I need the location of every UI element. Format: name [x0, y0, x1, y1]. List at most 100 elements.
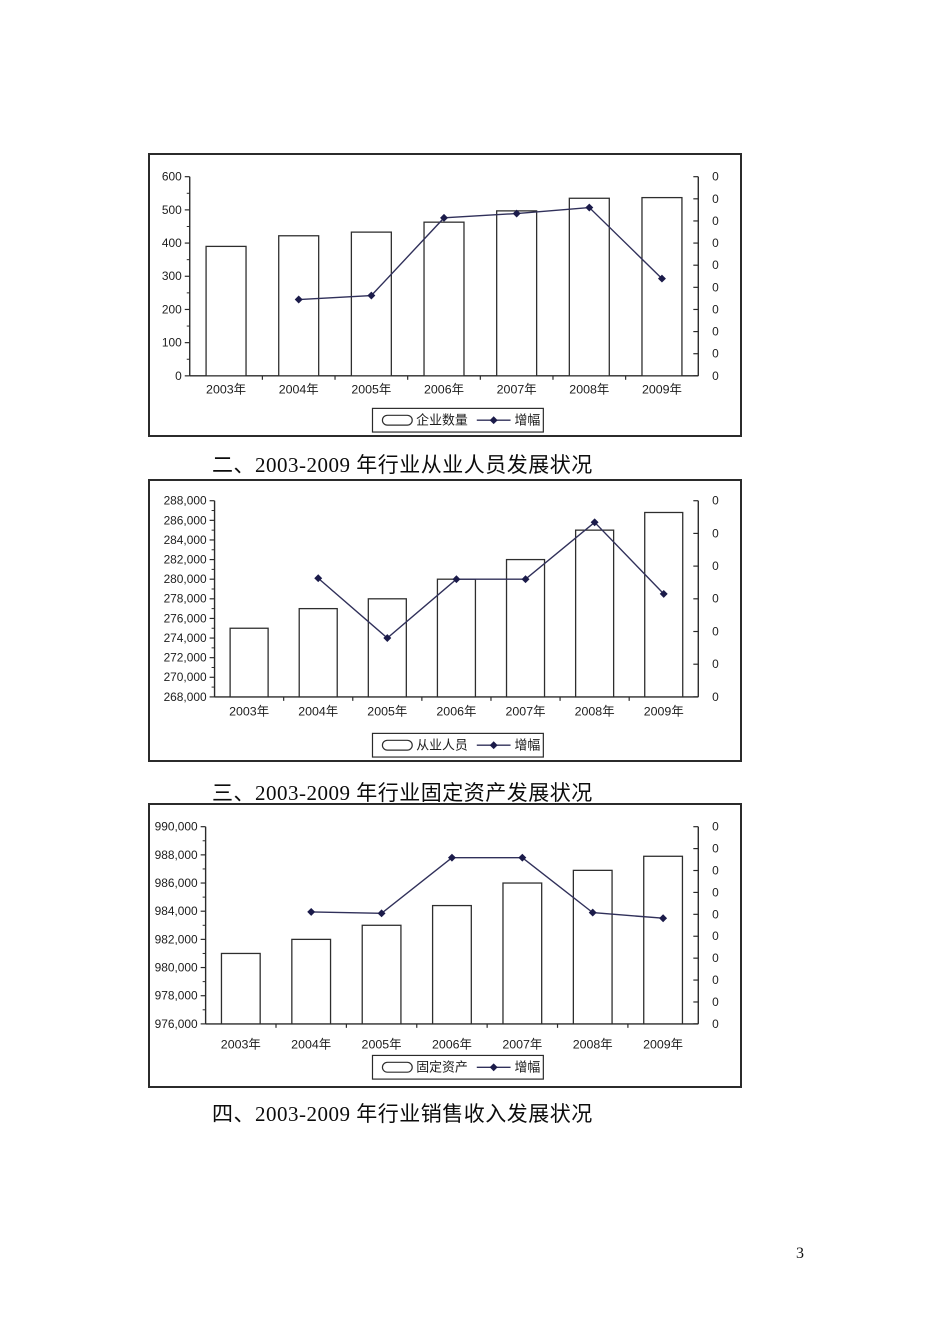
bar-2005年 — [350, 231, 392, 377]
x-axis-label: 2005年 — [362, 1038, 402, 1052]
legend-diamond-icon — [489, 416, 498, 425]
right-axis-label: 0 — [712, 347, 719, 361]
left-axis-label: 270,000 — [164, 670, 207, 684]
left-axis-label: 272,000 — [164, 651, 207, 665]
right-axis-label: 0 — [712, 236, 719, 250]
bar-2004年 — [278, 235, 320, 377]
legend-bar-label: 企业数量 — [416, 413, 468, 428]
right-axis-label: 0 — [712, 657, 719, 671]
left-axis-label: 284,000 — [164, 533, 207, 547]
x-axis-label: 2007年 — [506, 705, 546, 719]
employees-chart-canvas: 268,000 270,000 272,000 274,000 276,000 278,0… — [164, 494, 719, 758]
legend-bar-label: 从业人员 — [416, 738, 468, 753]
diamond-marker-icon — [452, 575, 461, 584]
x-axis-label: 2006年 — [432, 1038, 472, 1052]
x-axis-label: 2003年 — [229, 705, 269, 719]
right-axis-label: 0 — [712, 995, 719, 1009]
right-axis-label: 0 — [712, 192, 719, 206]
x-axis-label: 2005年 — [351, 383, 391, 397]
x-axis-label: 2009年 — [642, 383, 682, 397]
right-axis-label: 0 — [712, 1017, 719, 1031]
legend-box — [371, 407, 544, 433]
right-axis-label: 0 — [712, 842, 719, 856]
bar-2008年 — [572, 869, 613, 1025]
bar-2003年 — [220, 952, 261, 1025]
diamond-marker-icon — [659, 589, 668, 598]
right-axis-label: 0 — [712, 494, 719, 508]
x-axis-label: 2004年 — [279, 383, 319, 397]
bar-2005年 — [367, 598, 407, 698]
bar-2007年 — [496, 210, 538, 377]
left-axis-label: 268,000 — [164, 690, 207, 704]
diamond-marker-icon — [294, 295, 303, 304]
left-axis-label: 100 — [162, 336, 182, 350]
right-axis-label: 0 — [712, 624, 719, 638]
caption-employees-section: 二、2003-2009 年行业从业人员发展状况 — [212, 453, 593, 477]
diamond-marker-icon — [447, 853, 456, 862]
bar-2009年 — [641, 196, 683, 377]
x-axis-label: 2006年 — [424, 383, 464, 397]
left-axis-label: 982,000 — [155, 932, 198, 946]
x-axis-label: 2008年 — [573, 1038, 613, 1052]
x-axis-label: 2006年 — [436, 705, 476, 719]
growth-line — [311, 856, 664, 919]
employees-chart-figure: 268,000 270,000 272,000 274,000 276,000 278,0… — [148, 479, 742, 762]
left-axis-label: 988,000 — [155, 848, 198, 862]
bar-2007年 — [505, 558, 546, 698]
right-axis-label: 0 — [712, 863, 719, 877]
bar-2007年 — [502, 882, 543, 1025]
enterprise-count-chart-canvas: 0 100 200 300 400 500 600 0 0 0 0 0 0 0 0 0 0 2003年 2004年 2… — [162, 170, 719, 433]
left-axis-label: 286,000 — [164, 513, 207, 527]
legend-line-label: 增幅 — [515, 1060, 541, 1075]
left-axis-label: 276,000 — [164, 611, 207, 625]
legend-bar-label: 固定资产 — [416, 1060, 468, 1075]
right-axis-label: 0 — [712, 690, 719, 704]
fixed-assets-chart-figure: 976,000 978,000 980,000 982,000 984,000 986,0… — [148, 803, 742, 1088]
legend-line-label: 增幅 — [515, 413, 541, 428]
enterprise-count-chart-figure: 0 100 200 300 400 500 600 0 0 0 0 0 0 0 0 0 0 2003年 2004年 2… — [148, 153, 742, 437]
bar-2004年 — [298, 607, 338, 698]
left-axis-label: 986,000 — [155, 876, 198, 890]
bar-2004年 — [291, 938, 332, 1025]
x-axis-label: 2004年 — [298, 705, 338, 719]
right-axis-label: 0 — [712, 280, 719, 294]
x-axis-label: 2004年 — [291, 1038, 331, 1052]
growth-line — [317, 521, 665, 639]
left-axis-label: 500 — [162, 203, 182, 217]
left-axis-label: 600 — [162, 170, 182, 184]
bar-2003年 — [205, 245, 247, 377]
left-axis-label: 274,000 — [164, 631, 207, 645]
fixed-assets-chart-canvas: 976,000 978,000 980,000 982,000 984,000 986,0… — [155, 820, 719, 1080]
bar-2003年 — [229, 627, 269, 698]
left-axis-label: 980,000 — [155, 961, 198, 975]
diamond-marker-icon — [590, 518, 599, 527]
diamond-marker-icon — [512, 209, 521, 218]
right-axis-label: 0 — [712, 258, 719, 272]
right-axis-label: 0 — [712, 325, 719, 339]
bar-2009年 — [644, 511, 684, 698]
legend-diamond-icon — [489, 1063, 498, 1072]
left-axis-label: 0 — [175, 369, 182, 383]
bar-2008年 — [574, 529, 615, 698]
right-axis-label: 0 — [712, 214, 719, 228]
legend-bar-swatch-icon — [381, 739, 413, 751]
left-axis-label: 288,000 — [164, 494, 207, 508]
left-axis-label: 400 — [162, 236, 182, 250]
x-axis-label: 2005年 — [367, 705, 407, 719]
left-axis-label: 976,000 — [155, 1017, 198, 1031]
legend-line-label: 增幅 — [515, 738, 541, 753]
caption-fixed-assets-section: 三、2003-2009 年行业固定资产发展状况 — [212, 781, 593, 805]
bar-2005年 — [361, 924, 402, 1025]
growth-line — [298, 206, 663, 301]
x-axis-label: 2007年 — [497, 383, 537, 397]
left-axis-label: 984,000 — [155, 904, 198, 918]
left-axis-label: 200 — [162, 302, 182, 316]
right-axis-label: 0 — [712, 907, 719, 921]
right-axis-label: 0 — [712, 369, 719, 383]
bar-2008年 — [568, 197, 610, 377]
legend-box — [371, 732, 544, 758]
diamond-marker-icon — [383, 634, 392, 642]
diamond-marker-icon — [440, 213, 448, 222]
diamond-marker-icon — [377, 909, 386, 918]
